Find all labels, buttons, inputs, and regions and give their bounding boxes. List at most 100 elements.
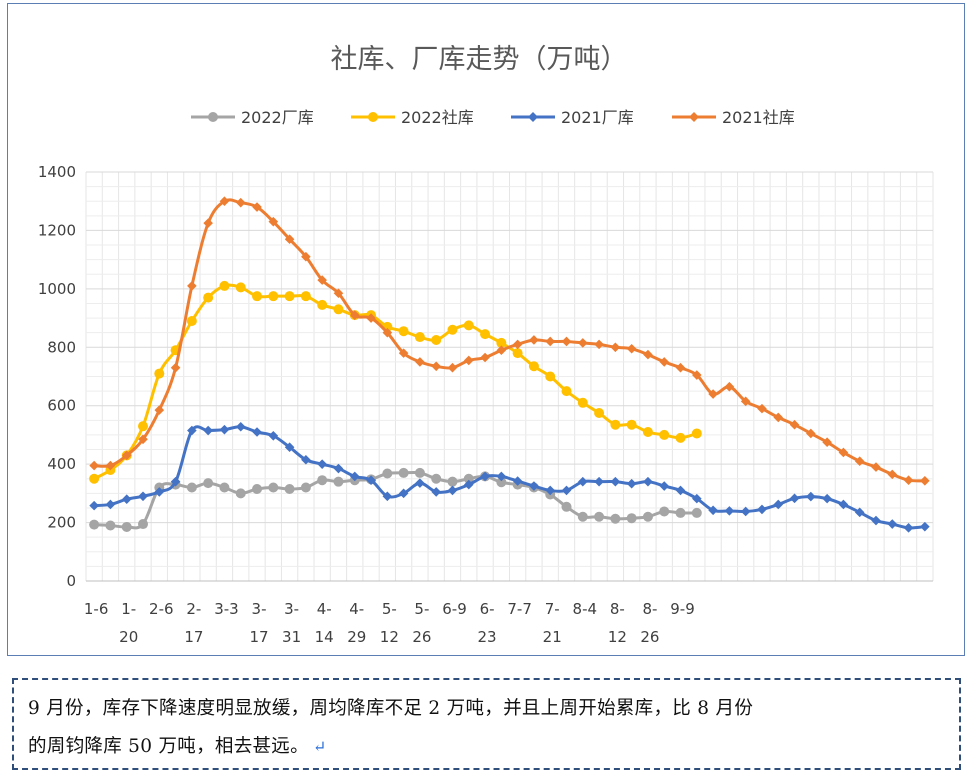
y-tick-label: 400 [47, 455, 76, 473]
data-point [642, 511, 653, 522]
x-tick-label-line2: 23 [478, 628, 497, 646]
x-tick-label: 8-4 [573, 600, 598, 618]
data-point [561, 485, 572, 496]
x-tick-label-line2: 29 [347, 628, 366, 646]
data-point [920, 475, 930, 486]
line-chart: 社库、厂库走势（万吨） 2022厂库 2022社库 2021厂库 2021社库 0 20… [38, 44, 934, 646]
data-point [203, 478, 214, 489]
data-point [154, 487, 165, 497]
data-point [105, 499, 116, 510]
data-point [512, 476, 523, 486]
data-point [773, 412, 784, 423]
data-point [528, 361, 539, 372]
x-tick-label-line2: 26 [412, 628, 431, 646]
x-tick-label: 3-3 [214, 600, 239, 618]
data-point [268, 482, 279, 493]
data-point [594, 339, 604, 350]
data-point [626, 513, 637, 524]
data-point [333, 288, 344, 299]
x-tick-label-line2: 12 [380, 628, 399, 646]
data-point [333, 476, 344, 487]
data-point [447, 324, 458, 335]
data-point [138, 491, 148, 502]
data-point [789, 493, 800, 504]
data-point [431, 487, 442, 497]
data-point [431, 334, 442, 345]
data-point [610, 419, 621, 430]
data-point [871, 462, 881, 472]
data-point [252, 427, 262, 437]
data-point [170, 362, 181, 373]
series-line [94, 425, 925, 530]
data-point [235, 197, 246, 208]
data-point [903, 523, 914, 533]
data-point [170, 476, 181, 487]
data-point [186, 315, 197, 326]
data-point [496, 337, 507, 348]
data-point [301, 454, 311, 465]
x-tick-label: 8- [642, 600, 657, 618]
x-tick-label: 4- [349, 600, 364, 618]
data-point [691, 507, 702, 518]
commentary-line-2: 的周钧降库 50 万吨，相去甚远。 [28, 736, 309, 757]
data-point [121, 521, 132, 532]
data-point [463, 355, 474, 366]
data-point [577, 338, 588, 348]
legend-item: 2022社库 [351, 108, 474, 127]
data-point [545, 485, 556, 496]
x-tick-label: 6- [480, 600, 495, 618]
data-point [512, 339, 523, 350]
data-point [577, 476, 588, 487]
data-point [920, 521, 930, 532]
data-point [724, 506, 735, 516]
data-point [105, 460, 116, 471]
data-point [317, 459, 327, 469]
data-point [561, 386, 572, 397]
data-point [789, 419, 800, 430]
data-point [838, 499, 849, 510]
data-point [300, 482, 311, 493]
data-point [610, 342, 621, 353]
data-point [594, 408, 605, 419]
data-point [708, 389, 718, 399]
x-tick-label: 3- [252, 600, 267, 618]
y-tick-label: 600 [47, 397, 76, 415]
data-point [235, 421, 246, 432]
data-point [300, 291, 311, 302]
data-point [643, 349, 653, 360]
data-point [463, 320, 474, 331]
legend-item: 2021厂库 [511, 108, 634, 127]
data-point [415, 478, 425, 488]
commentary-line-1: 9 月份，库存下降速度明显放缓，周均降库不足 2 万吨，并且上周开始累库，比 8… [28, 698, 754, 719]
data-point [138, 519, 149, 530]
data-point [415, 357, 425, 367]
data-point [610, 513, 621, 524]
data-point [382, 491, 393, 502]
data-point [561, 501, 572, 512]
data-point [659, 506, 670, 517]
data-point [692, 370, 702, 380]
data-point [854, 507, 865, 518]
data-point [219, 196, 230, 207]
data-point [496, 345, 507, 356]
data-point [349, 310, 360, 320]
data-point [398, 488, 409, 499]
data-point [138, 434, 148, 445]
y-tick-label: 1000 [38, 280, 76, 298]
x-tick-label: 1-6 [84, 600, 109, 618]
x-tick-label: 7- [545, 600, 560, 618]
data-point [463, 473, 474, 484]
data-point [105, 520, 116, 531]
legend-marker [368, 112, 378, 122]
data-point [366, 313, 376, 323]
data-point [626, 419, 637, 430]
data-point [529, 481, 539, 491]
data-point [414, 467, 425, 478]
data-point [317, 475, 328, 486]
data-point [89, 473, 100, 484]
data-point [822, 437, 832, 448]
y-tick-label: 1400 [38, 163, 76, 181]
data-point [675, 432, 686, 443]
data-point [333, 463, 344, 474]
data-point [692, 493, 702, 504]
